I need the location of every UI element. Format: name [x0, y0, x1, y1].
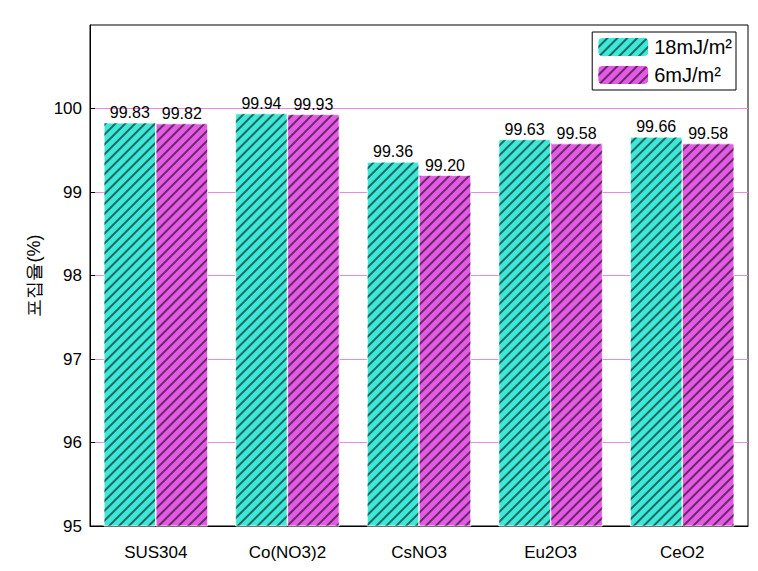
- svg-text:95: 95: [63, 517, 82, 536]
- svg-text:99.66: 99.66: [636, 118, 676, 135]
- svg-text:99.36: 99.36: [373, 143, 413, 160]
- svg-text:99.63: 99.63: [505, 121, 545, 138]
- svg-text:99.83: 99.83: [110, 104, 150, 121]
- svg-text:CeO2: CeO2: [660, 543, 704, 562]
- svg-text:99.82: 99.82: [162, 105, 202, 122]
- svg-text:99.93: 99.93: [293, 96, 333, 113]
- svg-text:99.58: 99.58: [688, 125, 728, 142]
- svg-text:CsNO3: CsNO3: [391, 543, 447, 562]
- svg-text:97: 97: [63, 350, 82, 369]
- svg-text:100: 100: [54, 99, 82, 118]
- svg-text:99.58: 99.58: [557, 125, 597, 142]
- svg-text:18mJ/m²: 18mJ/m²: [654, 36, 732, 58]
- svg-text:99: 99: [63, 183, 82, 202]
- svg-text:포집율(%): 포집율(%): [24, 235, 44, 317]
- svg-text:99.94: 99.94: [241, 95, 281, 112]
- svg-text:6mJ/m²: 6mJ/m²: [654, 64, 721, 86]
- svg-text:99.20: 99.20: [425, 157, 465, 174]
- svg-text:SUS304: SUS304: [124, 543, 187, 562]
- svg-text:98: 98: [63, 266, 82, 285]
- svg-text:Co(NO3)2: Co(NO3)2: [249, 543, 326, 562]
- svg-text:Eu2O3: Eu2O3: [524, 543, 577, 562]
- svg-text:96: 96: [63, 433, 82, 452]
